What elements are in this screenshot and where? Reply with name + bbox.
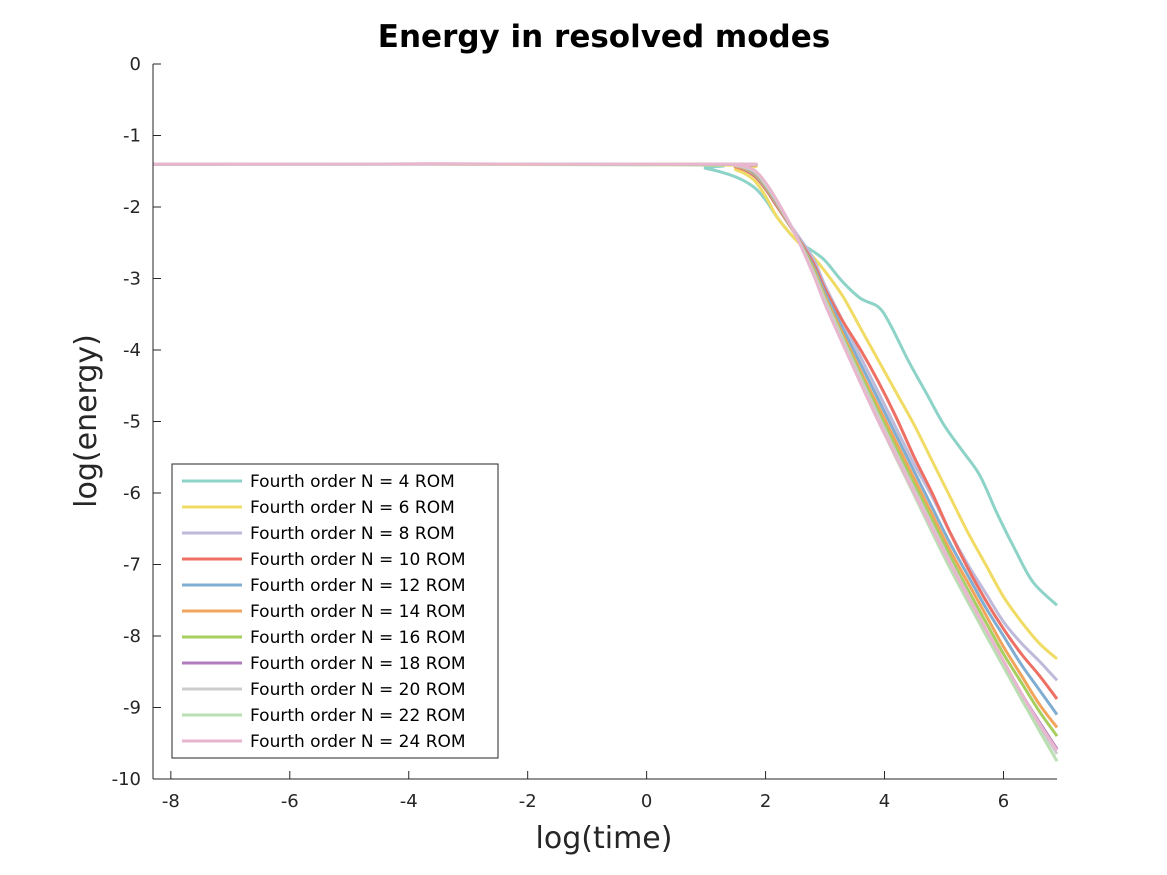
series-layer [152, 162, 1059, 762]
axes-layer: -8 -6 -4 -2 0 2 4 6 0 -1 -2 -3 -4 -5 -6 -7 -8 -9 -10 [112, 54, 1057, 812]
x-tick-label: 0 [641, 791, 652, 812]
y-tick-label: 0 [130, 54, 141, 75]
x-tick-label: -4 [400, 791, 418, 812]
legend-entry: Fourth order N = 12 ROM [250, 576, 466, 596]
y-tick-label: -2 [123, 197, 141, 218]
legend-entry: Fourth order N = 14 ROM [250, 602, 466, 622]
legend-entry: Fourth order N = 8 ROM [250, 524, 455, 544]
y-tick-label: -7 [123, 555, 141, 576]
y-tick-label: -4 [123, 340, 141, 361]
y-tick-label: -10 [112, 769, 141, 790]
legend-entry: Fourth order N = 16 ROM [250, 628, 466, 648]
legend-entry: Fourth order N = 22 ROM [250, 706, 466, 726]
legend: Fourth order N = 4 ROM Fourth order N = 6… [171, 463, 499, 759]
legend-entry: Fourth order N = 18 ROM [250, 654, 466, 674]
y-tick-label: -3 [123, 269, 141, 290]
legend-entry: Fourth order N = 24 ROM [250, 732, 466, 752]
y-tick-label: -1 [123, 126, 141, 147]
x-tick-label: 6 [998, 791, 1009, 812]
legend-entry: Fourth order N = 20 ROM [250, 680, 466, 700]
legend-entry: Fourth order N = 6 ROM [250, 498, 455, 518]
y-tick-label: -9 [123, 698, 141, 719]
chart-title: Energy in resolved modes [378, 19, 830, 55]
y-axis-label: log(energy) [69, 334, 104, 508]
x-axis-label: log(time) [536, 821, 673, 856]
y-tick-label: -5 [123, 412, 141, 433]
y-tick-label: -6 [123, 483, 141, 504]
x-tick-label: 4 [879, 791, 890, 812]
x-tick-label: -8 [162, 791, 180, 812]
x-tick-label: 2 [760, 791, 771, 812]
x-tick-label: -2 [519, 791, 537, 812]
series-line-1 [152, 162, 1059, 607]
y-tick-label: -8 [123, 626, 141, 647]
legend-entry: Fourth order N = 10 ROM [250, 550, 466, 570]
x-tick-label: -6 [281, 791, 299, 812]
legend-entry: Fourth order N = 4 ROM [250, 472, 455, 492]
series-line-11 [152, 162, 1059, 752]
